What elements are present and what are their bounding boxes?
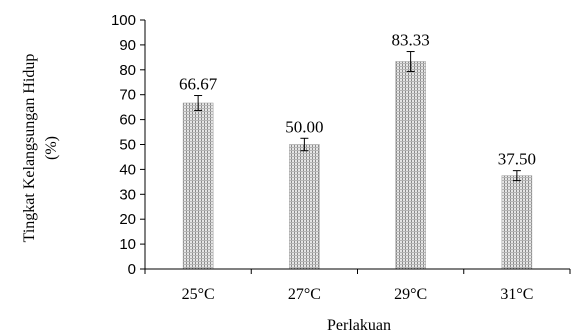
x-tick-label: 31°C (500, 286, 533, 303)
value-label: 50.00 (285, 117, 323, 136)
y-tick-label: 80 (119, 62, 136, 79)
y-tick-label: 70 (119, 87, 136, 104)
y-tick-label: 100 (111, 12, 136, 29)
y-tick-label: 20 (119, 211, 136, 228)
y-tick-label: 0 (128, 261, 136, 278)
x-tick-label: 27°C (288, 286, 321, 303)
y-tick-label: 10 (119, 236, 136, 253)
y-tick-label: 60 (119, 112, 136, 129)
value-label: 37.50 (498, 150, 536, 169)
y-tick-label: 50 (119, 137, 136, 154)
y-axis-title: Tingkat Kelangsungan Hidup (%) (21, 54, 60, 243)
y-axis-title-line2: (%) (43, 136, 60, 160)
x-tick-label: 25°C (182, 286, 215, 303)
x-axis: 25°C 27°C 29°C 31°C (144, 268, 571, 303)
bar-31C (501, 175, 533, 270)
y-axis: 0 10 20 30 40 50 60 70 80 90 100 (111, 12, 146, 278)
value-label: 66.67 (179, 75, 218, 94)
bar-25C (182, 102, 214, 270)
y-tick-label: 40 (119, 161, 136, 178)
y-tick-label: 90 (119, 37, 136, 54)
value-label: 83.33 (392, 31, 430, 50)
x-axis-title: Perlakuan (327, 317, 391, 334)
bar-29C (395, 61, 426, 270)
bar-27C (289, 144, 320, 270)
y-axis-title-line1: Tingkat Kelangsungan Hidup (21, 54, 38, 243)
bars: 66.67 50.00 83.33 37.50 (179, 31, 536, 270)
y-tick-label: 30 (119, 186, 136, 203)
x-tick-label: 29°C (394, 286, 427, 303)
